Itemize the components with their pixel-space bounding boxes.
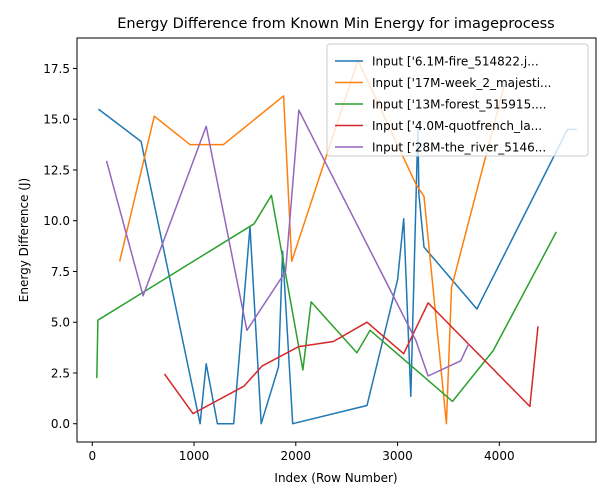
- y-axis-label: Energy Difference (J): [17, 178, 31, 302]
- y-tick-label: 0.0: [51, 417, 70, 431]
- x-tick-label: 4000: [484, 449, 515, 463]
- series-layer: [96, 59, 577, 425]
- legend-label-1: Input ['6.1M-fire_514822.j...: [372, 54, 539, 68]
- x-tick-label: 0: [88, 449, 96, 463]
- series-line-5: [105, 109, 470, 377]
- y-tick-label: 7.5: [51, 265, 70, 279]
- legend: Input ['6.1M-fire_514822.j... Input ['17M…: [326, 43, 589, 157]
- series-line-1: [97, 108, 577, 425]
- y-tick-label: 2.5: [51, 366, 70, 380]
- y-tick-label: 15.0: [43, 113, 70, 127]
- x-tick-label: 1000: [179, 449, 210, 463]
- legend-label-4: Input ['4.0M-quotfrench_la...: [372, 119, 542, 133]
- legend-box: [326, 43, 589, 157]
- series-line-3: [96, 194, 557, 403]
- y-tick-label: 12.5: [43, 163, 70, 177]
- y-tick-label: 5.0: [51, 316, 70, 330]
- x-axis-ticks: 0 1000 2000 3000 4000: [88, 442, 515, 463]
- axes-frame: [76, 37, 597, 443]
- chart-title: Energy Difference from Known Min Energy …: [117, 16, 554, 32]
- legend-entries: Input ['6.1M-fire_514822.j... Input ['17M…: [335, 54, 551, 154]
- y-tick-label: 10.0: [43, 214, 70, 228]
- x-axis-label: Index (Row Number): [274, 471, 397, 485]
- legend-label-3: Input ['13M-forest_515915....: [372, 97, 546, 111]
- series-line-4: [163, 302, 539, 415]
- legend-label-2: Input ['17M-week_2_majesti...: [372, 76, 551, 90]
- legend-label-5: Input ['28M-the_river_5146...: [372, 140, 546, 154]
- x-tick-label: 2000: [281, 449, 312, 463]
- x-tick-label: 3000: [382, 449, 413, 463]
- y-axis-ticks: 0.0 2.5 5.0 7.5 10.0 12.5 15.0 17.5: [43, 62, 77, 431]
- y-tick-label: 17.5: [43, 62, 70, 76]
